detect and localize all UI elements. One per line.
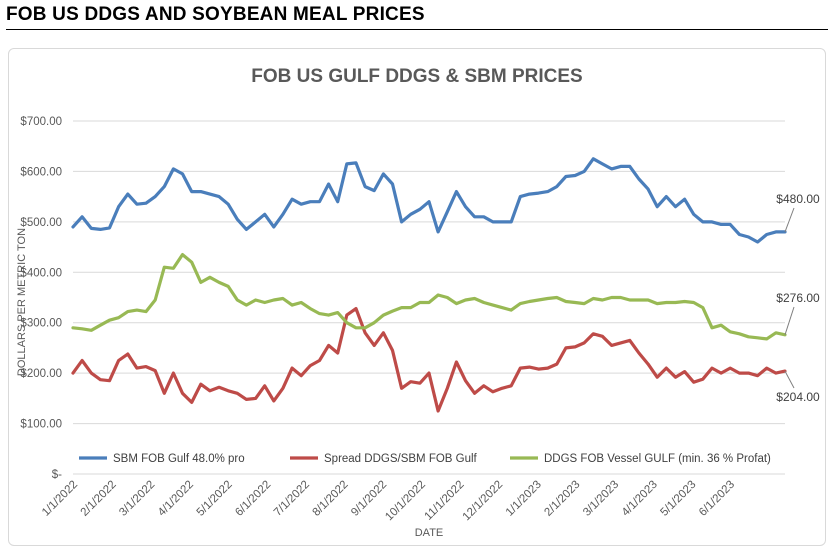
callout-leader — [784, 207, 795, 233]
x-tick-label: 6/1/2022 — [233, 479, 273, 519]
callout-leader — [784, 370, 795, 389]
x-tick-label: 3/1/2022 — [117, 479, 157, 519]
data-series — [71, 157, 787, 413]
chart-frame — [8, 48, 826, 546]
legend-label: DDGS FOB Vessel GULF (min. 36 % Profat) — [544, 453, 771, 465]
data-label: $204.00 — [776, 390, 820, 404]
callout-leader — [784, 306, 795, 335]
gridlines — [73, 120, 785, 475]
x-tick-label: 12/1/2022 — [461, 479, 506, 524]
y-tick-label: $- — [52, 469, 62, 481]
x-tick-label: 1/1/2023 — [504, 479, 544, 519]
x-tick-label: 7/1/2022 — [272, 479, 312, 519]
legend: SBM FOB Gulf 48.0% pro Spread DDGS/SBM FO… — [79, 453, 771, 465]
y-tick-label: $200.00 — [20, 368, 62, 380]
x-tick-label: 10/1/2022 — [383, 479, 428, 524]
y-tick-label: $500.00 — [20, 217, 62, 229]
y-tick-label: $300.00 — [20, 318, 62, 330]
data-label: $480.00 — [776, 192, 820, 206]
page-heading: FOB US DDGS AND SOYBEAN MEAL PRICES — [6, 4, 425, 25]
x-tick-label: 8/1/2022 — [311, 479, 351, 519]
x-axis-title: DATE — [415, 527, 444, 539]
y-tick-label: $400.00 — [20, 267, 62, 279]
data-label: $276.00 — [776, 291, 820, 305]
y-tick-label: $700.00 — [20, 116, 62, 128]
x-tick-label: 5/1/2023 — [658, 479, 698, 519]
value-callouts: $480.00 $276.00 $204.00 — [776, 192, 820, 404]
x-tick-label: 9/1/2022 — [349, 479, 389, 519]
x-tick-label: 11/1/2022 — [423, 479, 467, 523]
heading-divider — [6, 29, 828, 30]
x-tick-label: 4/1/2023 — [620, 479, 660, 519]
legend-label: SBM FOB Gulf 48.0% pro — [113, 453, 245, 465]
x-tick-label: 1/1/2022 — [40, 479, 80, 519]
x-axis-ticks: 1/1/20222/1/20223/1/20224/1/20225/1/2022… — [40, 479, 737, 524]
series-line-3 — [71, 253, 787, 341]
x-tick-label: 6/1/2023 — [697, 479, 737, 519]
y-axis-title: DOLLARS PER METRIC TON — [16, 228, 28, 376]
x-tick-label: 5/1/2022 — [195, 479, 235, 519]
chart-title: FOB US GULF DDGS & SBM PRICES — [251, 66, 582, 87]
x-tick-label: 4/1/2022 — [156, 479, 196, 519]
x-tick-label: 2/1/2023 — [542, 479, 582, 519]
x-tick-label: 2/1/2022 — [79, 479, 119, 519]
y-tick-label: $600.00 — [20, 166, 62, 178]
y-tick-label: $100.00 — [20, 419, 62, 431]
y-axis-ticks: $- $100.00 $200.00 $300.00 $400.00 $500.00 $60… — [20, 116, 62, 481]
x-tick-label: 3/1/2023 — [581, 479, 621, 519]
series-line-2 — [71, 307, 787, 413]
legend-label: Spread DDGS/SBM FOB Gulf — [324, 453, 478, 465]
series-line-1 — [71, 157, 787, 244]
